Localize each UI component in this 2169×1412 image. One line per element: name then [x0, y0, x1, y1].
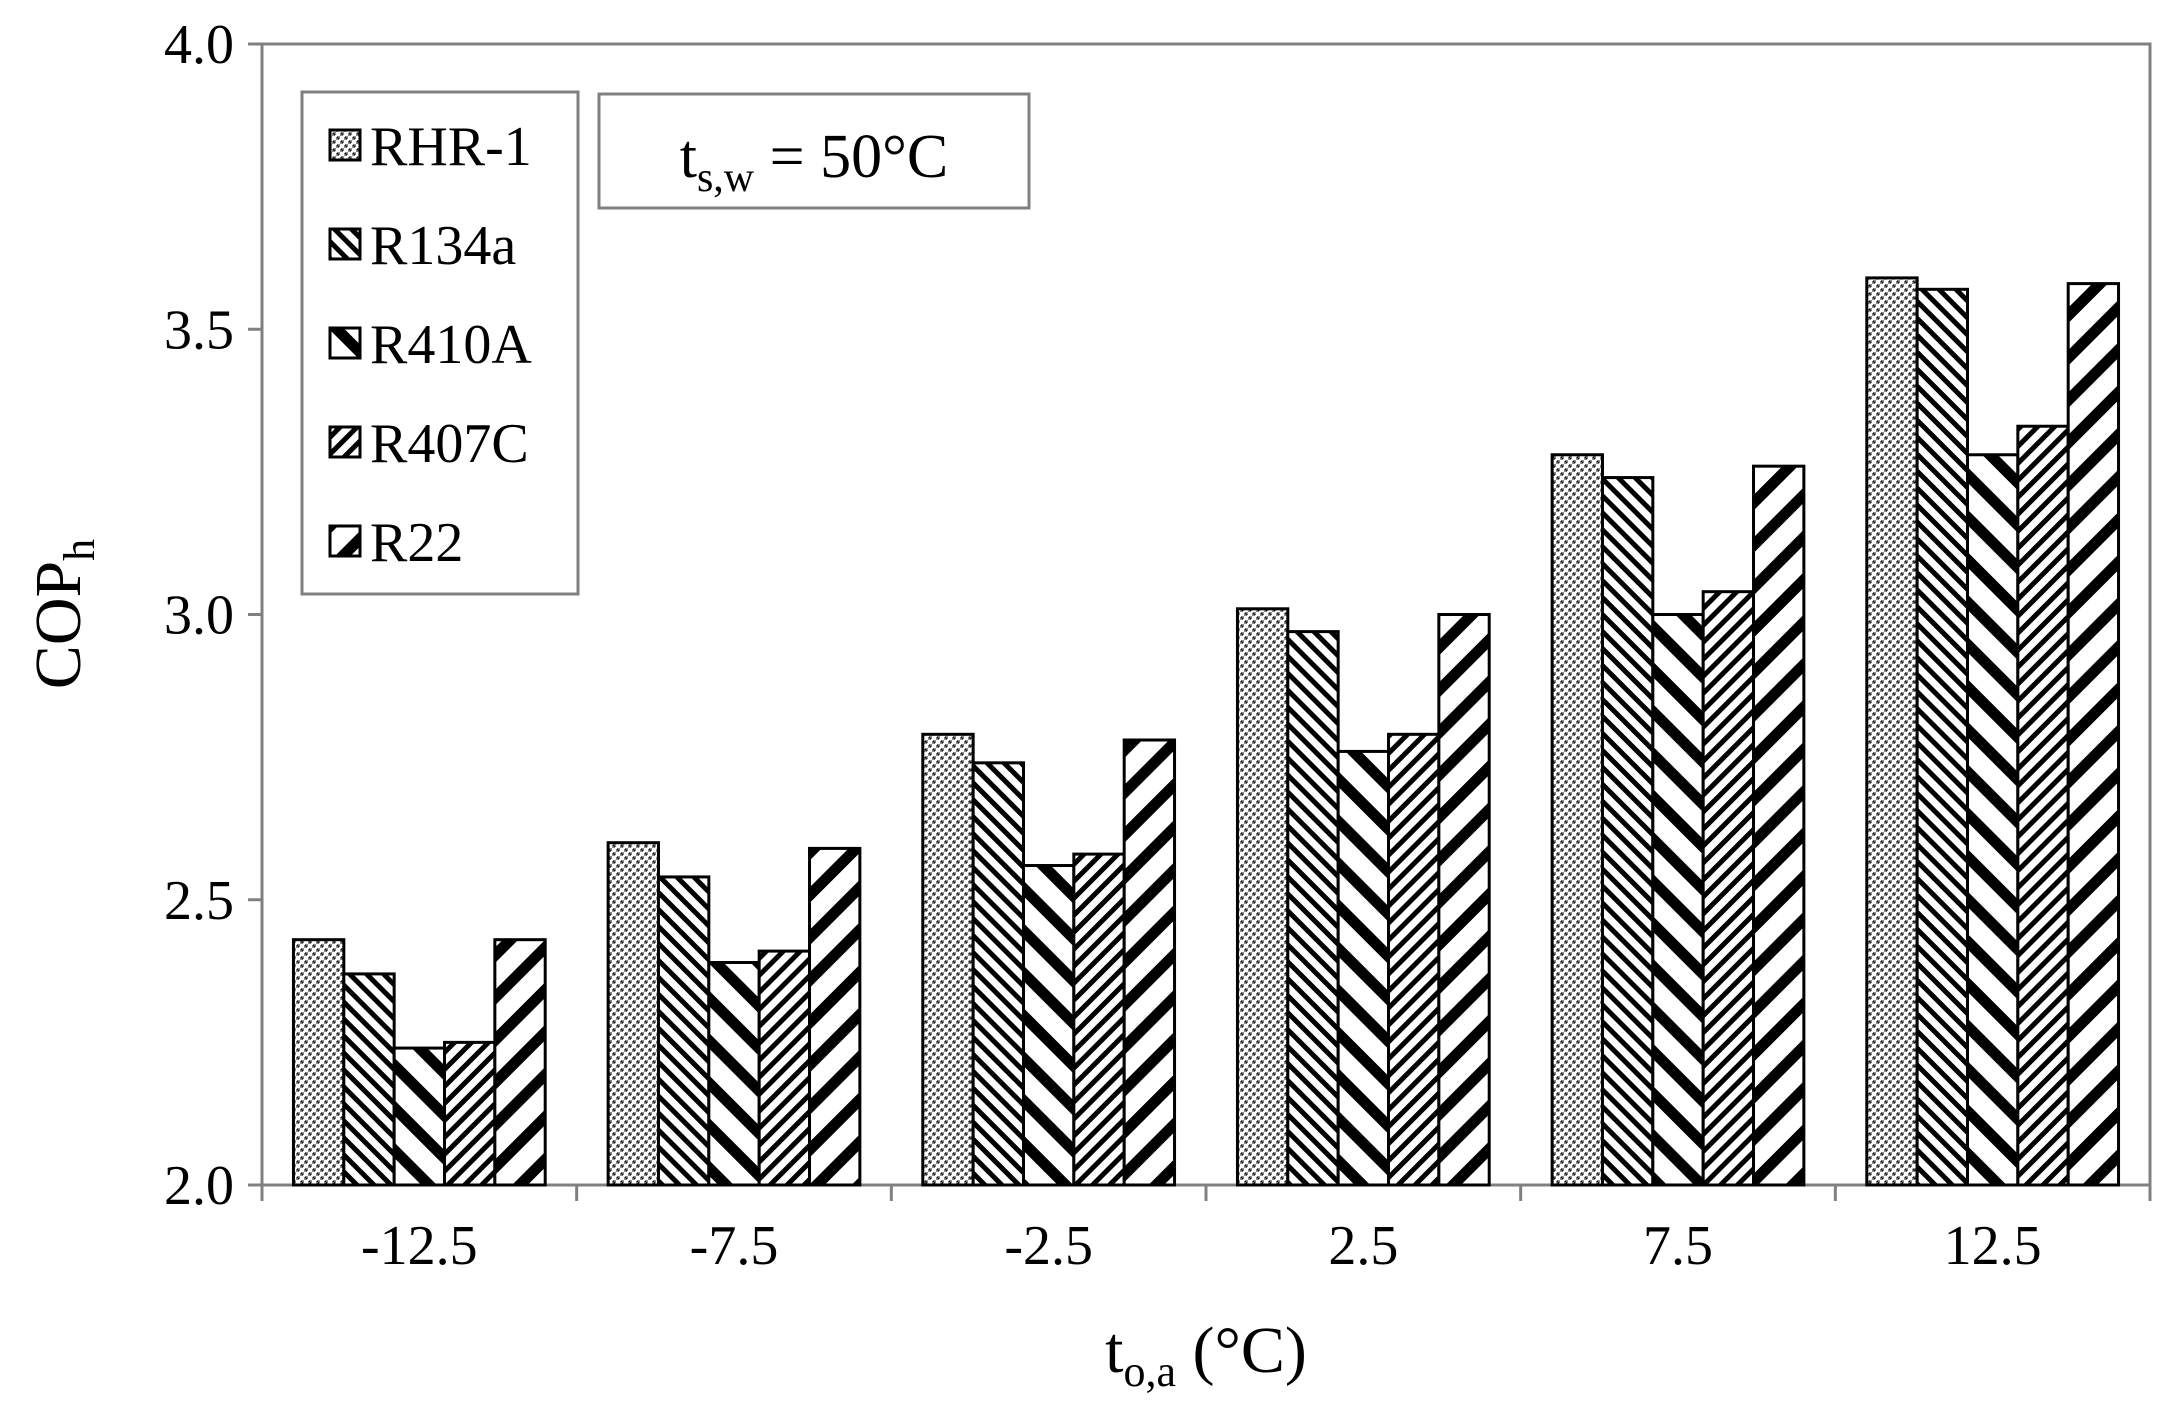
bar-r134a--7.5 — [656, 875, 711, 1187]
bar-r22-7.5 — [1752, 464, 1806, 1187]
legend-label-rhr-1: RHR-1 — [370, 116, 532, 178]
x-axis-title: to,a (°C) — [1105, 1314, 1307, 1396]
y-tick-label: 4.0 — [164, 14, 234, 76]
bar-r134a-7.5 — [1600, 476, 1655, 1187]
legend-label-r22: R22 — [370, 512, 463, 574]
legend-swatch-r407c — [328, 425, 362, 459]
annotation-main: t — [680, 123, 697, 191]
y-tick-label: 3.0 — [164, 585, 234, 647]
x-tick-label: -12.5 — [361, 1215, 478, 1277]
bar-r410a-12.5 — [1965, 453, 2020, 1187]
bar-r134a-2.5 — [1286, 630, 1340, 1187]
x-tick-label: 12.5 — [1944, 1215, 2042, 1277]
bar-r22--7.5 — [808, 846, 862, 1187]
bar-r410a--7.5 — [707, 961, 761, 1187]
legend-label-r407c: R407C — [370, 413, 529, 475]
y-axis-title: COPh — [22, 539, 104, 689]
x-tick-label: -2.5 — [1004, 1215, 1093, 1277]
bar-r407c--7.5 — [757, 949, 812, 1187]
bar-r22-12.5 — [2066, 282, 2121, 1187]
x-tick-label: 2.5 — [1328, 1215, 1398, 1277]
legend: RHR-1 R134a R410A R407C R22 — [300, 90, 580, 596]
bar-r22--12.5 — [493, 938, 547, 1187]
bar-r410a--2.5 — [1021, 864, 1076, 1187]
bar-rhr-1--12.5 — [291, 938, 346, 1187]
annotation-sub: s,w — [697, 155, 755, 201]
bar-r407c-2.5 — [1387, 732, 1441, 1187]
bar-r134a--2.5 — [971, 761, 1025, 1187]
y-axis-title-main: COP — [22, 561, 95, 689]
x-tick-label: -7.5 — [690, 1215, 779, 1277]
annotation-rest: = 50°C — [754, 123, 948, 191]
x-tick-label: 7.5 — [1643, 1215, 1713, 1277]
legend-swatch-r22 — [328, 524, 362, 558]
bar-r22--2.5 — [1122, 738, 1177, 1187]
bar-r407c--2.5 — [1072, 852, 1126, 1187]
legend-swatch-r134a — [328, 227, 362, 261]
x-axis: -12.5 -7.5 -2.5 2.5 7.5 12.5 — [260, 1185, 2152, 1277]
x-axis-title-main: t — [1105, 1314, 1123, 1387]
x-axis-title-sub: o,a — [1123, 1347, 1176, 1396]
bar-rhr-1-7.5 — [1550, 453, 1604, 1187]
annotation-box — [597, 92, 1031, 210]
bar-r134a-12.5 — [1915, 287, 1969, 1187]
x-axis-title-rest: (°C) — [1176, 1314, 1307, 1387]
bar-r410a-2.5 — [1336, 749, 1391, 1187]
y-tick-label: 2.5 — [164, 870, 234, 932]
bar-r134a--12.5 — [342, 972, 396, 1187]
bar-rhr-1-2.5 — [1235, 607, 1290, 1187]
annotation: ts,w = 50°C — [597, 92, 1031, 210]
bars — [291, 276, 2121, 1187]
y-axis-title-sub: h — [55, 539, 104, 561]
bar-rhr-1-12.5 — [1865, 276, 1919, 1187]
legend-swatch-r410a — [328, 326, 362, 360]
bar-r410a-7.5 — [1651, 613, 1705, 1187]
bar-rhr-1--7.5 — [606, 841, 660, 1187]
bar-r407c-12.5 — [2016, 424, 2070, 1187]
legend-label-r410a: R410A — [370, 314, 532, 376]
bar-r22-2.5 — [1437, 613, 1491, 1187]
y-axis: 2.0 2.5 3.0 3.5 4.0 — [164, 14, 262, 1217]
bar-r407c-7.5 — [1701, 590, 1756, 1187]
annotation-text: ts,w = 50°C — [680, 123, 949, 201]
bar-r410a--12.5 — [392, 1046, 447, 1187]
legend-swatch-rhr-1 — [328, 128, 362, 162]
bar-rhr-1--2.5 — [921, 732, 975, 1187]
legend-label-r134a: R134a — [370, 215, 516, 277]
bar-r407c--12.5 — [443, 1040, 497, 1187]
y-tick-label: 2.0 — [164, 1155, 234, 1217]
y-tick-label: 3.5 — [164, 299, 234, 361]
